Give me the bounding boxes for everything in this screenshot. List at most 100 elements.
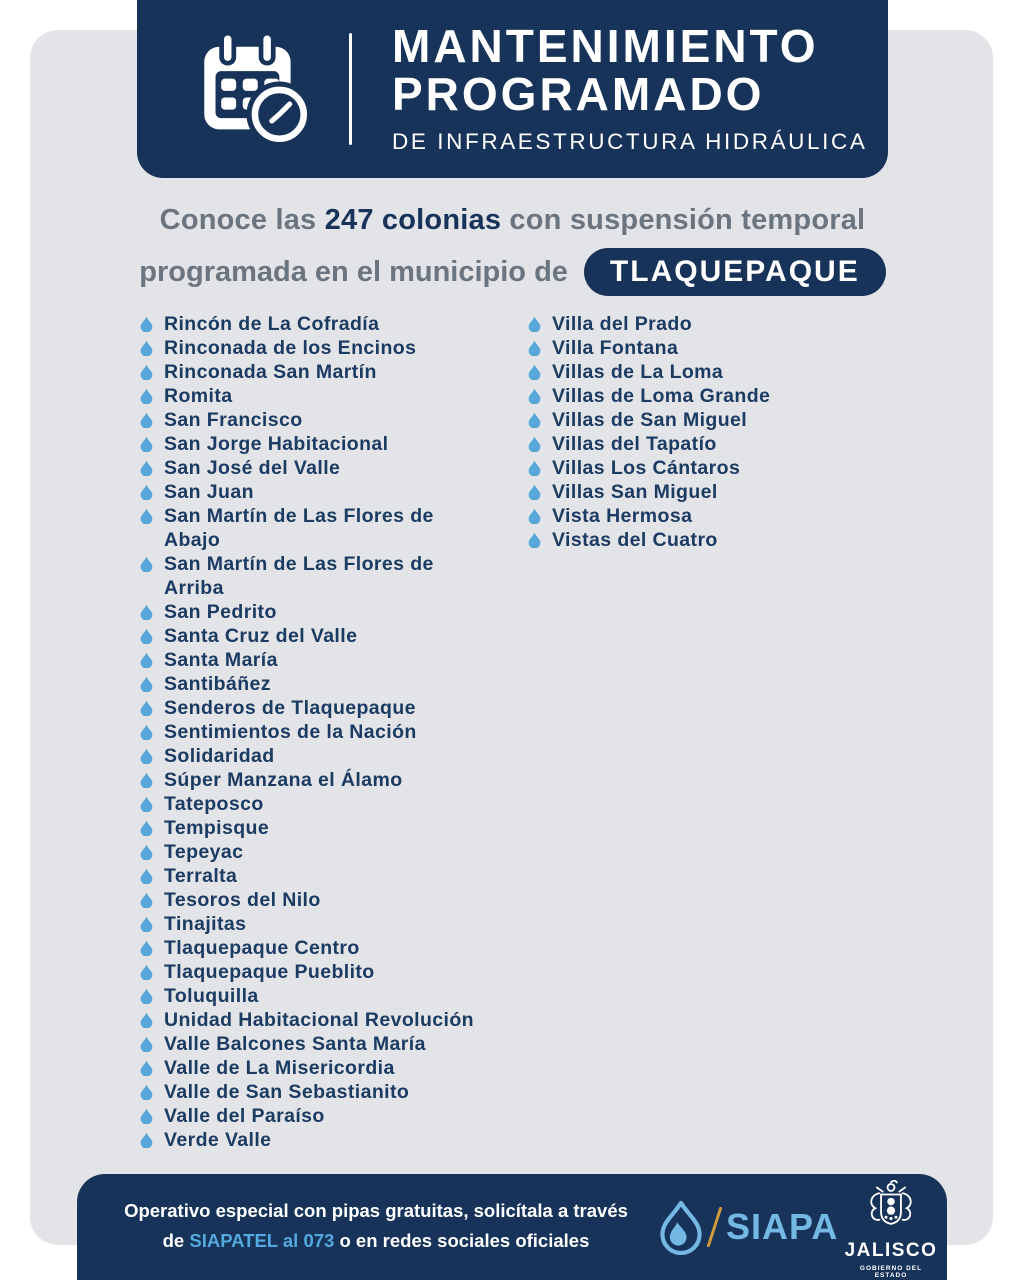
header-divider <box>349 33 352 145</box>
colonia-name: Tlaquepaque Pueblito <box>164 961 375 983</box>
colonia-name: Verde Valle <box>164 1129 272 1151</box>
colonia-list-item: Tlaquepaque Centro <box>140 936 492 960</box>
water-drop-icon <box>140 748 153 764</box>
header-banner: MANTENIMIENTO PROGRAMADO DE INFRAESTRUCT… <box>137 0 888 178</box>
colonia-name: Villa Fontana <box>552 337 679 359</box>
jalisco-coat-of-arms-icon <box>870 1179 912 1225</box>
title-line-2: PROGRAMADO <box>392 68 765 120</box>
colonia-name: Senderos de Tlaquepaque <box>164 697 416 719</box>
colonia-list-item: Santa Cruz del Valle <box>140 624 492 648</box>
colonia-list-item: Villas del Tapatío <box>528 432 896 456</box>
water-drop-icon <box>140 340 153 356</box>
colonia-name: Tepeyac <box>164 841 244 863</box>
colonia-name: Santa Cruz del Valle <box>164 625 358 647</box>
colonia-list-item: Villas de La Loma <box>528 360 896 384</box>
footer-banner: Operativo especial con pipas gratuitas, … <box>77 1174 947 1280</box>
water-drop-icon <box>140 700 153 716</box>
colonia-name: Tlaquepaque Centro <box>164 937 360 959</box>
header-titles: MANTENIMIENTO PROGRAMADO DE INFRAESTRUCT… <box>392 22 868 155</box>
colonia-list-item: Tepeyac <box>140 840 492 864</box>
colonia-name: San Martín de Las Flores de Abajo <box>164 505 434 551</box>
water-drop-icon <box>140 628 153 644</box>
colonia-list-item: Unidad Habitacional Revolución <box>140 1008 492 1032</box>
colonia-name: Terralta <box>164 865 238 887</box>
colonia-list-item: Villas de San Miguel <box>528 408 896 432</box>
colonia-list-item: Vista Hermosa <box>528 504 896 528</box>
colonia-list-item: Rinconada San Martín <box>140 360 492 384</box>
colonia-list-item: Valle del Paraíso <box>140 1104 492 1128</box>
colonia-count-highlight: 247 colonias <box>324 204 502 236</box>
water-drop-icon <box>140 1060 153 1076</box>
colonia-name: Rinconada San Martín <box>164 361 377 383</box>
water-drop-icon <box>528 364 541 380</box>
header-subtitle: DE INFRAESTRUCTURA HIDRÁULICA <box>392 128 868 154</box>
water-drop-icon <box>140 1036 153 1052</box>
colonia-list-item: Súper Manzana el Álamo <box>140 768 492 792</box>
footer-message: Operativo especial con pipas gratuitas, … <box>121 1196 631 1256</box>
water-drop-icon <box>140 868 153 884</box>
colonia-list-item: Toluquilla <box>140 984 492 1008</box>
colonia-name: Tinajitas <box>164 913 247 935</box>
colonia-list-item: San Jorge Habitacional <box>140 432 492 456</box>
footer-line2-prefix: través de <box>162 1200 628 1251</box>
intro-line-2: programada en el municipio de TLAQUEPAQU… <box>137 248 888 296</box>
water-drop-icon <box>140 940 153 956</box>
colonia-name: Toluquilla <box>164 985 259 1007</box>
water-drop-icon <box>140 508 153 524</box>
water-drop-icon <box>140 988 153 1004</box>
water-drop-icon <box>528 388 541 404</box>
colonia-list-item: Villas Los Cántaros <box>528 456 896 480</box>
water-drop-icon <box>140 1012 153 1028</box>
water-drop-icon <box>140 892 153 908</box>
colonia-name: Valle Balcones Santa María <box>164 1033 426 1055</box>
colonia-name: San Francisco <box>164 409 303 431</box>
colonia-list-item: Senderos de Tlaquepaque <box>140 696 492 720</box>
colonia-list-item: San José del Valle <box>140 456 492 480</box>
colonia-list-item: San Martín de Las Flores de Arriba <box>140 552 492 600</box>
colonia-list-item: Valle Balcones Santa María <box>140 1032 492 1056</box>
colonia-name: Valle de La Misericordia <box>164 1057 395 1079</box>
colonia-list-item: Terralta <box>140 864 492 888</box>
water-drop-icon <box>140 556 153 572</box>
colonia-name: Valle de San Sebastianito <box>164 1081 410 1103</box>
jalisco-logo-title: JALISCO <box>844 1240 938 1261</box>
intro-prefix: Conoce las <box>159 204 325 236</box>
siapa-logo: SIAPA <box>655 1199 838 1255</box>
colonia-name: Rincón de La Cofradía <box>164 313 380 335</box>
footer-line-1: Operativo especial con pipas gratuitas, … <box>124 1200 569 1221</box>
colonia-list-item: Verde Valle <box>140 1128 492 1152</box>
colonia-name: Villa del Prado <box>552 313 693 335</box>
colonia-name: Valle del Paraíso <box>164 1105 325 1127</box>
water-drop-icon <box>140 796 153 812</box>
water-drop-icon <box>140 916 153 932</box>
colonia-list-item: Villas San Miguel <box>528 480 896 504</box>
colonia-list-item: Tlaquepaque Pueblito <box>140 960 492 984</box>
colonia-name: San Pedrito <box>164 601 277 623</box>
water-drop-icon <box>140 964 153 980</box>
colonia-list-item: San Martín de Las Flores de Abajo <box>140 504 492 552</box>
water-drop-icon <box>140 820 153 836</box>
colonia-name: Súper Manzana el Álamo <box>164 769 403 791</box>
intro-suffix: con suspensión temporal <box>501 204 866 236</box>
colonia-list-item: Solidaridad <box>140 744 492 768</box>
water-drop-icon <box>528 316 541 332</box>
water-drop-icon <box>140 436 153 452</box>
colonia-name: Tateposco <box>164 793 264 815</box>
colonia-name: San Jorge Habitacional <box>164 433 389 455</box>
colonia-name: Sentimientos de la Nación <box>164 721 417 743</box>
footer-line-2: través de SIAPATEL al 073 o en redes soc… <box>163 1200 628 1251</box>
siapa-slash-divider <box>706 1206 723 1248</box>
siapatel-highlight: SIAPATEL al 073 <box>189 1230 335 1251</box>
municipality-badge: TLAQUEPAQUE <box>583 248 886 296</box>
colonia-list-item: Rincón de La Cofradía <box>140 312 492 336</box>
water-drop-icon <box>528 340 541 356</box>
colonia-list-item: Vistas del Cuatro <box>528 528 896 552</box>
colonia-name: Vistas del Cuatro <box>552 529 718 551</box>
colonia-list-item: Valle de La Misericordia <box>140 1056 492 1080</box>
colonia-list-item: Tateposco <box>140 792 492 816</box>
colonia-list-item: Santibáñez <box>140 672 492 696</box>
water-drop-icon <box>140 844 153 860</box>
water-drop-icon <box>140 1108 153 1124</box>
water-drop-icon <box>140 724 153 740</box>
